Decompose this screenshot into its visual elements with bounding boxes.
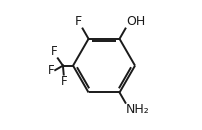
Text: F: F — [50, 45, 57, 58]
Text: NH₂: NH₂ — [126, 103, 149, 116]
Text: F: F — [75, 15, 82, 28]
Text: F: F — [60, 75, 67, 88]
Text: OH: OH — [126, 15, 145, 28]
Text: F: F — [48, 64, 54, 77]
